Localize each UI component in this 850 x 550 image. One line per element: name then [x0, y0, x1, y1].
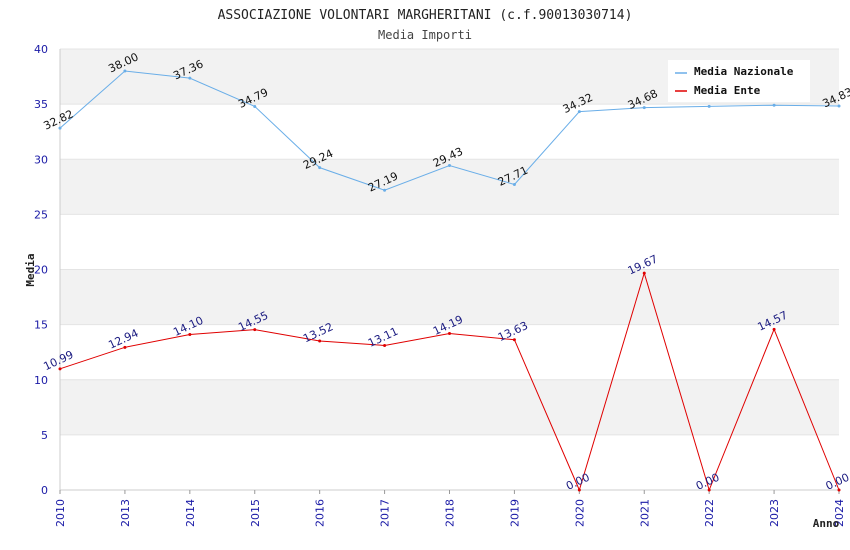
x-tick-label: 2023 [768, 499, 781, 527]
y-tick-label: 15 [34, 319, 48, 332]
data-point [837, 104, 841, 108]
data-point [58, 367, 62, 371]
data-point [383, 343, 387, 347]
x-tick-label: 2018 [444, 499, 457, 527]
x-axis-label: Anno [813, 517, 840, 530]
data-point [253, 328, 257, 332]
background-bands [60, 49, 839, 490]
y-tick-label: 5 [41, 429, 48, 442]
legend: Media Nazionale Media Ente [668, 60, 810, 102]
y-tick-label: 20 [34, 264, 48, 277]
y-tick-label: 0 [41, 484, 48, 497]
band [60, 214, 839, 270]
chart-subtitle: Media Importi [378, 28, 472, 42]
data-point [772, 327, 776, 331]
legend-label-nazionale: Media Nazionale [694, 65, 794, 78]
chart-title: ASSOCIAZIONE VOLONTARI MARGHERITANI (c.f… [218, 8, 633, 23]
data-point [707, 104, 711, 108]
data-point [512, 338, 516, 342]
legend-box [668, 60, 810, 102]
band [60, 269, 839, 325]
x-tick-labels: 2010 2013 2014 2015 2016 2017 2018 2019 2020 2021… [54, 490, 846, 527]
data-point [188, 76, 192, 80]
x-tick-label: 2014 [184, 499, 197, 527]
data-point [642, 271, 646, 275]
y-axis-label: Media [24, 253, 37, 286]
y-tick-label: 40 [34, 43, 48, 56]
data-point [512, 182, 516, 186]
y-tick-label: 10 [34, 374, 48, 387]
x-tick-label: 2016 [314, 499, 327, 527]
data-point [318, 339, 322, 343]
data-point [58, 126, 62, 130]
data-point [318, 166, 322, 170]
data-point [448, 332, 451, 336]
x-tick-label: 2015 [249, 499, 262, 527]
band [60, 379, 839, 435]
data-point [707, 488, 711, 492]
data-point [448, 164, 451, 168]
y-tick-label: 25 [34, 208, 48, 221]
data-point [577, 488, 581, 492]
band [60, 159, 839, 215]
y-tick-label: 35 [34, 98, 48, 111]
x-tick-label: 2024 [833, 499, 846, 527]
x-tick-label: 2022 [703, 499, 716, 527]
data-point [123, 69, 127, 73]
data-point [837, 488, 841, 492]
series-lines [58, 69, 841, 492]
data-point [642, 106, 646, 110]
legend-label-ente: Media Ente [694, 84, 761, 97]
x-tick-label: 2021 [638, 499, 651, 527]
x-tick-label: 2010 [54, 499, 67, 527]
x-tick-label: 2020 [573, 499, 586, 527]
band [60, 104, 839, 160]
data-point [577, 110, 581, 114]
data-point [253, 104, 257, 108]
y-tick-label: 30 [34, 153, 48, 166]
data-point [123, 345, 127, 349]
band [60, 434, 839, 490]
data-point [188, 333, 192, 337]
x-tick-label: 2013 [119, 499, 132, 527]
x-tick-label: 2017 [379, 499, 392, 527]
data-point [772, 103, 776, 107]
x-tick-label: 2019 [508, 499, 521, 527]
y-tick-labels: 0 5 10 15 20 25 30 35 40 [34, 43, 48, 497]
data-point [383, 188, 387, 192]
